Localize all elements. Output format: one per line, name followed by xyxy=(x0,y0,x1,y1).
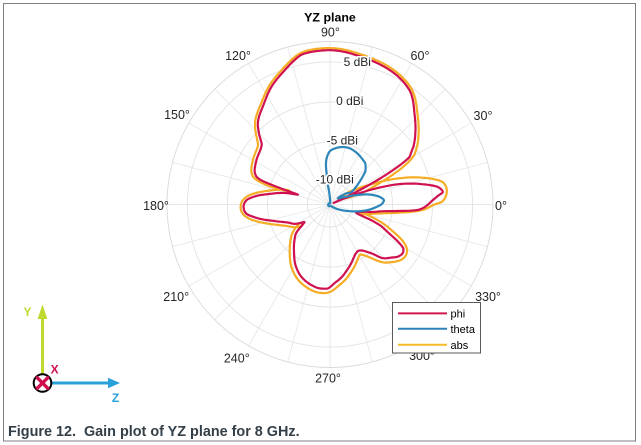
svg-text:Figure 12. Gain plot of YZ pl: Figure 12. Gain plot of YZ plane for 8 G… xyxy=(8,424,300,440)
svg-text:90°: 90° xyxy=(321,26,340,40)
svg-text:Y: Y xyxy=(23,305,31,319)
svg-text:330°: 330° xyxy=(475,290,501,304)
svg-text:-10 dBi: -10 dBi xyxy=(316,173,354,187)
svg-text:YZ plane: YZ plane xyxy=(304,11,356,25)
svg-text:abs: abs xyxy=(451,340,469,352)
svg-text:270°: 270° xyxy=(315,372,341,386)
svg-text:theta: theta xyxy=(451,324,476,336)
svg-text:240°: 240° xyxy=(224,351,250,365)
svg-text:210°: 210° xyxy=(163,290,189,304)
svg-text:0°: 0° xyxy=(495,199,507,213)
svg-text:5 dBi: 5 dBi xyxy=(344,55,371,69)
svg-text:30°: 30° xyxy=(474,109,493,123)
svg-text:phi: phi xyxy=(451,309,466,321)
svg-text:Z: Z xyxy=(112,391,119,405)
svg-text:-5 dBi: -5 dBi xyxy=(327,133,358,147)
svg-text:60°: 60° xyxy=(411,49,430,63)
svg-text:X: X xyxy=(51,363,59,377)
svg-text:120°: 120° xyxy=(225,49,251,63)
svg-text:180°: 180° xyxy=(143,199,169,213)
svg-text:150°: 150° xyxy=(164,108,190,122)
svg-text:0 dBi: 0 dBi xyxy=(336,94,363,108)
